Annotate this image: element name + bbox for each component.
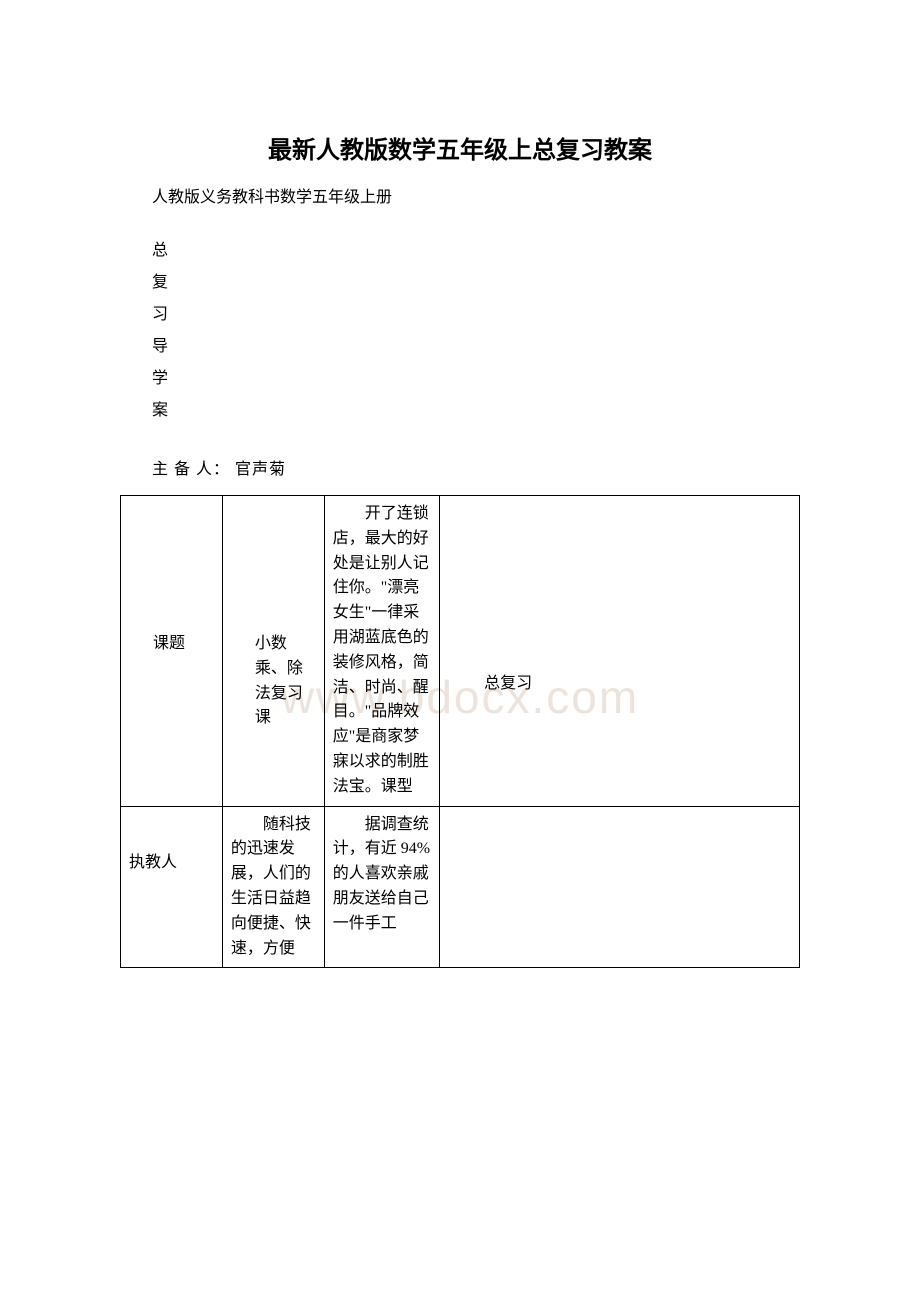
cell-teacher-label: 执教人 [121, 806, 223, 968]
table-row: 执教人 随科技的迅速发展，人们的生活日益趋向便捷、快速，方便 据调查统计，有近 … [121, 806, 800, 968]
lesson-table: 课题 小数乘、除法复习课 开了连锁店，最大的好处是让别人记住你。"漂亮女生"一律… [120, 495, 800, 968]
subtitle: 人教版义务教科书数学五年级上册 [120, 183, 800, 207]
vertical-char: 习 [120, 299, 800, 331]
preparer-name: 官声菊 [230, 461, 286, 478]
vertical-char: 总 [120, 235, 800, 267]
vertical-char: 学 [120, 363, 800, 395]
vertical-char: 复 [120, 267, 800, 299]
cell-text: 据调查统计，有近 94%的人喜欢亲戚朋友送给自己一件手工 [333, 813, 431, 937]
preparer-line: 主 备 人： 官声菊 [120, 455, 800, 479]
vertical-char: 案 [120, 395, 800, 427]
cell-category: 总复习 [440, 496, 800, 807]
cell-topic-value: 小数乘、除法复习课 [222, 496, 324, 807]
vertical-section-label: 总 复 习 导 学 案 [120, 235, 800, 427]
cell-text: 总复习 [448, 502, 791, 697]
cell-note-1: 随科技的迅速发展，人们的生活日益趋向便捷、快速，方便 [222, 806, 324, 968]
cell-description: 开了连锁店，最大的好处是让别人记住你。"漂亮女生"一律采用湖蓝底色的装修风格，简… [324, 496, 439, 807]
page-title: 最新人教版数学五年级上总复习教案 [120, 130, 800, 165]
cell-text: 执教人 [129, 813, 214, 876]
cell-text: 随科技的迅速发展，人们的生活日益趋向便捷、快速，方便 [231, 813, 316, 962]
cell-empty [440, 806, 800, 968]
cell-topic-label: 课题 [121, 496, 223, 807]
vertical-char: 导 [120, 331, 800, 363]
page-content: 最新人教版数学五年级上总复习教案 人教版义务教科书数学五年级上册 总 复 习 导… [120, 130, 800, 968]
table-row: 课题 小数乘、除法复习课 开了连锁店，最大的好处是让别人记住你。"漂亮女生"一律… [121, 496, 800, 807]
cell-text: 小数乘、除法复习课 [231, 502, 316, 731]
cell-text: 开了连锁店，最大的好处是让别人记住你。"漂亮女生"一律采用湖蓝底色的装修风格，简… [333, 502, 431, 800]
cell-note-2: 据调查统计，有近 94%的人喜欢亲戚朋友送给自己一件手工 [324, 806, 439, 968]
preparer-label: 主 备 人： [152, 461, 230, 478]
cell-text: 课题 [129, 502, 214, 657]
